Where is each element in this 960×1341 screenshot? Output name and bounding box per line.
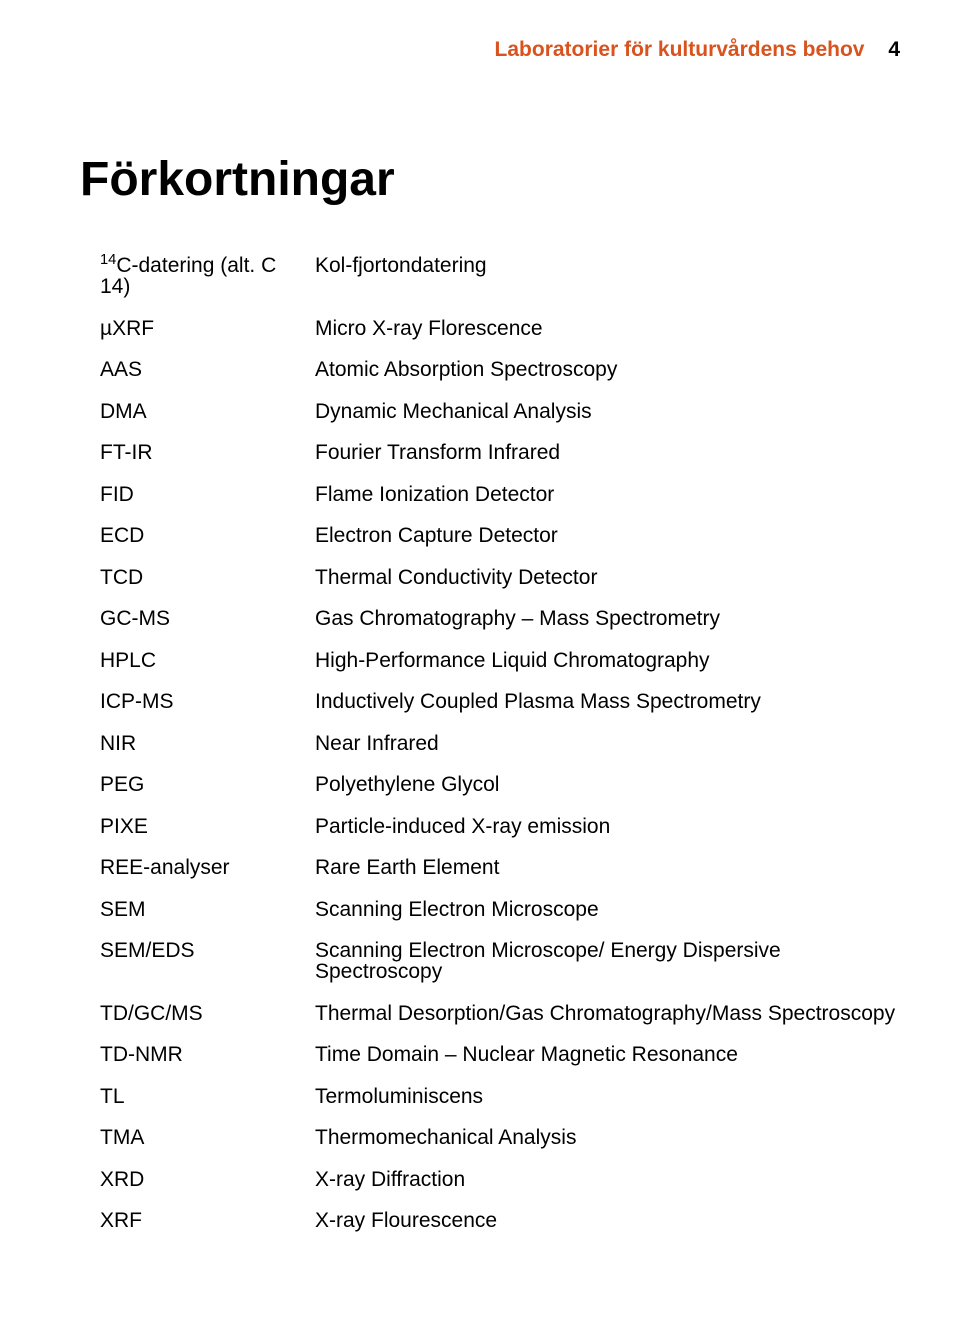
- definition: Termoluminiscens: [315, 1086, 900, 1128]
- page-title: Förkortningar: [80, 152, 900, 207]
- abbreviation: TD-NMR: [100, 1044, 315, 1086]
- abbreviation: FID: [100, 484, 315, 526]
- table-row: TLTermoluminiscens: [100, 1086, 900, 1128]
- table-row: ICP-MSInductively Coupled Plasma Mass Sp…: [100, 691, 900, 733]
- abbreviation: XRD: [100, 1169, 315, 1211]
- definition: Thermal Desorption/Gas Chromatography/Ma…: [315, 1003, 900, 1045]
- definition: Thermal Conductivity Detector: [315, 567, 900, 609]
- table-row: PEGPolyethylene Glycol: [100, 774, 900, 816]
- abbreviation: AAS: [100, 359, 315, 401]
- definition: Scanning Electron Microscope/ Energy Dis…: [315, 940, 900, 1003]
- abbreviation: ECD: [100, 525, 315, 567]
- page-header: Laboratorier för kulturvårdens behov 4: [100, 38, 900, 62]
- abbreviation: NIR: [100, 733, 315, 775]
- table-row: TMAThermomechanical Analysis: [100, 1127, 900, 1169]
- abbreviation: PEG: [100, 774, 315, 816]
- definition: Kol-fjortondatering: [315, 255, 900, 318]
- abbreviation: TMA: [100, 1127, 315, 1169]
- definition: Fourier Transform Infrared: [315, 442, 900, 484]
- table-row: FT-IRFourier Transform Infrared: [100, 442, 900, 484]
- table-row: TD/GC/MSThermal Desorption/Gas Chromatog…: [100, 1003, 900, 1045]
- definition: Time Domain – Nuclear Magnetic Resonance: [315, 1044, 900, 1086]
- definition: X-ray Diffraction: [315, 1169, 900, 1211]
- table-row: µXRFMicro X-ray Florescence: [100, 318, 900, 360]
- table-row: PIXEParticle-induced X-ray emission: [100, 816, 900, 858]
- header-title: Laboratorier för kulturvårdens behov: [495, 38, 865, 61]
- abbreviation: FT-IR: [100, 442, 315, 484]
- definition: Near Infrared: [315, 733, 900, 775]
- definition: Micro X-ray Florescence: [315, 318, 900, 360]
- abbreviation: SEM/EDS: [100, 940, 315, 1003]
- abbreviation: SEM: [100, 899, 315, 941]
- table-row: SEMScanning Electron Microscope: [100, 899, 900, 941]
- definition: Atomic Absorption Spectroscopy: [315, 359, 900, 401]
- definition: Dynamic Mechanical Analysis: [315, 401, 900, 443]
- table-row: REE-analyserRare Earth Element: [100, 857, 900, 899]
- abbreviation: GC-MS: [100, 608, 315, 650]
- abbreviation: 14C-datering (alt. C 14): [100, 255, 315, 318]
- table-row: ECDElectron Capture Detector: [100, 525, 900, 567]
- definition: Electron Capture Detector: [315, 525, 900, 567]
- definition: Flame Ionization Detector: [315, 484, 900, 526]
- table-row: XRDX-ray Diffraction: [100, 1169, 900, 1211]
- abbreviation-table: 14C-datering (alt. C 14)Kol-fjortondater…: [100, 255, 900, 1252]
- definition: Rare Earth Element: [315, 857, 900, 899]
- abbreviation: TD/GC/MS: [100, 1003, 315, 1045]
- definition: Thermomechanical Analysis: [315, 1127, 900, 1169]
- definition: Inductively Coupled Plasma Mass Spectrom…: [315, 691, 900, 733]
- definition: Polyethylene Glycol: [315, 774, 900, 816]
- definition: High-Performance Liquid Chromatography: [315, 650, 900, 692]
- abbreviation: TCD: [100, 567, 315, 609]
- definition: Scanning Electron Microscope: [315, 899, 900, 941]
- abbreviation: HPLC: [100, 650, 315, 692]
- definition: Gas Chromatography – Mass Spectrometry: [315, 608, 900, 650]
- table-row: DMADynamic Mechanical Analysis: [100, 401, 900, 443]
- abbreviation: µXRF: [100, 318, 315, 360]
- table-row: FIDFlame Ionization Detector: [100, 484, 900, 526]
- table-row: TD-NMRTime Domain – Nuclear Magnetic Res…: [100, 1044, 900, 1086]
- table-row: SEM/EDSScanning Electron Microscope/ Ene…: [100, 940, 900, 1003]
- table-row: GC-MSGas Chromatography – Mass Spectrome…: [100, 608, 900, 650]
- table-row: 14C-datering (alt. C 14)Kol-fjortondater…: [100, 255, 900, 318]
- table-row: XRFX-ray Flourescence: [100, 1210, 900, 1252]
- abbreviation: REE-analyser: [100, 857, 315, 899]
- definition: Particle-induced X-ray emission: [315, 816, 900, 858]
- abbreviation: DMA: [100, 401, 315, 443]
- abbreviation: XRF: [100, 1210, 315, 1252]
- abbreviation: ICP-MS: [100, 691, 315, 733]
- table-row: AASAtomic Absorption Spectroscopy: [100, 359, 900, 401]
- table-row: NIRNear Infrared: [100, 733, 900, 775]
- table-row: TCDThermal Conductivity Detector: [100, 567, 900, 609]
- header-page-number: 4: [888, 38, 900, 61]
- definition: X-ray Flourescence: [315, 1210, 900, 1252]
- table-row: HPLCHigh-Performance Liquid Chromatograp…: [100, 650, 900, 692]
- abbreviation: TL: [100, 1086, 315, 1128]
- abbreviation: PIXE: [100, 816, 315, 858]
